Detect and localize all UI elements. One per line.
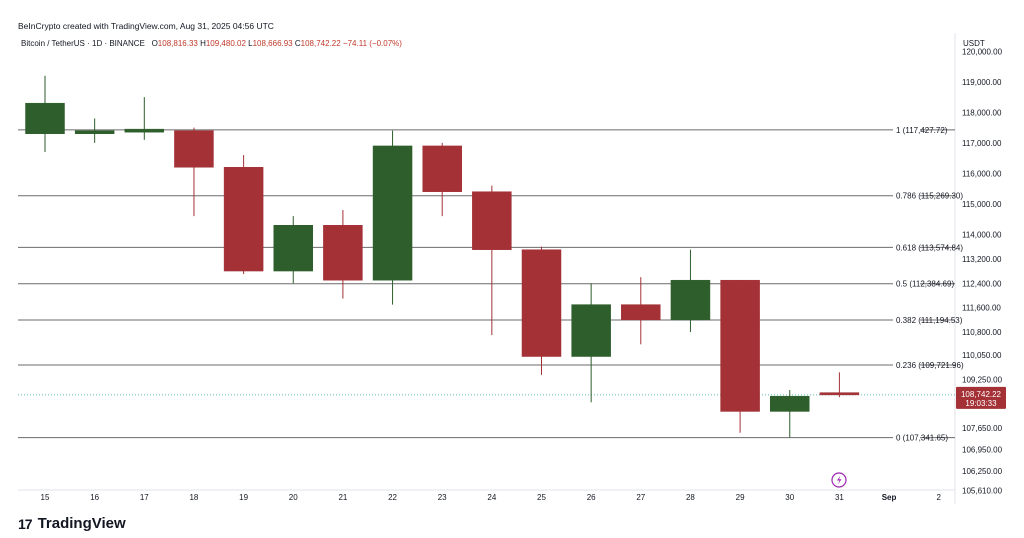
currency-label[interactable]: USDT [963, 39, 985, 48]
candle-28[interactable] [670, 249, 711, 333]
candle-body-31 [819, 392, 860, 396]
open-value: 108,816.33 [157, 39, 198, 48]
close-value: 108,742.22 [300, 39, 341, 48]
x-tick-label: 16 [90, 493, 99, 502]
candle-body-15 [25, 102, 65, 134]
candle-30[interactable] [770, 390, 810, 438]
candle-21[interactable] [323, 210, 363, 299]
y-tick-label: 106,250.00 [962, 467, 1003, 476]
x-tick-label: 24 [487, 493, 496, 502]
candle-20[interactable] [273, 216, 313, 284]
candle-25[interactable] [521, 246, 562, 375]
candle-24[interactable] [472, 185, 512, 336]
price-tag-countdown: 19:03:33 [965, 399, 997, 408]
y-tick-label: 120,000.00 [962, 47, 1003, 56]
candle-body-25 [521, 249, 562, 357]
price-tag-bg [956, 386, 1006, 409]
y-tick-label: 116,000.00 [962, 169, 1002, 178]
x-tick-label: 28 [686, 493, 695, 502]
tradingview-logo[interactable]: 17 TradingView [18, 515, 126, 532]
y-tick-label: 112,400.00 [962, 279, 1002, 288]
candle-body-18 [174, 130, 214, 168]
candle-31[interactable] [819, 372, 860, 398]
candle-body-21 [323, 225, 363, 281]
tradingview-logo-mark: 17 [18, 515, 33, 532]
x-tick-label: 17 [140, 493, 149, 502]
symbol-legend[interactable]: Bitcoin / TetherUS · 1D · BINANCE O108,8… [21, 39, 402, 48]
candle-body-17 [124, 128, 165, 133]
candle-26[interactable] [571, 283, 611, 403]
fib-label-0.618: 0.618 (113,574.84) [896, 243, 963, 252]
low-label: L [248, 39, 253, 48]
price-tag-price: 108,742.22 [961, 390, 1002, 399]
high-label: H [200, 39, 206, 48]
candle-body-26 [571, 304, 611, 357]
y-tick-label: 114,000.00 [962, 230, 1002, 239]
candle-15[interactable] [25, 75, 65, 153]
candle-19[interactable] [223, 155, 264, 275]
event-marker-icon[interactable] [831, 472, 847, 488]
candle-body-20 [273, 225, 313, 272]
open-label: O [151, 39, 158, 48]
fib-label-1: 1 (117,427.72) [896, 126, 948, 135]
fib-label-0: 0 (107,341.65) [896, 434, 948, 443]
y-tick-label: 109,250.00 [962, 375, 1003, 384]
candle-body-16 [74, 130, 115, 134]
x-tick-label: 2 [936, 493, 941, 502]
x-tick-label: 18 [189, 493, 198, 502]
x-tick-label: 21 [338, 493, 347, 502]
x-tick-label: 26 [587, 493, 596, 502]
x-tick-label: 31 [835, 493, 844, 502]
x-tick-label: 20 [289, 493, 298, 502]
x-tick-label: 29 [736, 493, 745, 502]
y-tick-label: 110,050.00 [962, 351, 1002, 360]
candle-27[interactable] [621, 277, 661, 345]
y-tick-label: 118,000.00 [962, 108, 1002, 117]
x-tick-label: 30 [785, 493, 794, 502]
low-value: 108,666.93 [252, 39, 293, 48]
y-tick-label: 117,000.00 [962, 139, 1002, 148]
candle-16[interactable] [74, 118, 115, 143]
y-tick-label: 105,610.00 [962, 486, 1003, 495]
fib-label-0.5: 0.5 (112,384.69) [896, 280, 954, 289]
high-value: 109,480.02 [205, 39, 246, 48]
candle-body-29 [720, 279, 760, 412]
credit-text: BeInCrypto created with TradingView.com,… [18, 21, 274, 31]
y-tick-label: 119,000.00 [962, 78, 1002, 87]
candle-23[interactable] [422, 142, 462, 217]
fib-label-0.786: 0.786 (115,269.30) [896, 192, 963, 201]
candle-body-28 [670, 279, 711, 321]
candle-18[interactable] [174, 127, 214, 217]
fib-label-0.382: 0.382 (111,194.53) [896, 316, 963, 325]
change-value: −74.11 (−0.07%) [342, 39, 402, 48]
candle-body-27 [621, 304, 661, 321]
candle-body-30 [770, 395, 810, 412]
x-tick-label: 25 [537, 493, 546, 502]
candle-body-24 [472, 191, 512, 250]
x-tick-label: 23 [438, 493, 447, 502]
candle-body-19 [223, 167, 264, 272]
tradingview-logo-text: TradingView [37, 515, 126, 532]
candle-29[interactable] [720, 279, 760, 433]
x-tick-label: 19 [239, 493, 248, 502]
y-tick-label: 110,800.00 [962, 328, 1002, 337]
x-tick-label: 15 [41, 493, 50, 502]
y-tick-label: 115,000.00 [962, 200, 1002, 209]
candle-22[interactable] [372, 130, 413, 305]
x-tick-label: 27 [636, 493, 645, 502]
y-tick-label: 111,600.00 [962, 304, 1001, 313]
candle-body-22 [372, 145, 413, 281]
y-tick-label: 107,650.00 [962, 424, 1003, 433]
fib-label-0.236: 0.236 (109,721.96) [896, 361, 964, 370]
x-tick-label: 22 [388, 493, 397, 502]
candle-body-23 [422, 145, 462, 192]
symbol-name[interactable]: Bitcoin / TetherUS · 1D · BINANCE [21, 39, 145, 48]
candle-17[interactable] [124, 97, 165, 140]
close-label: C [294, 39, 301, 48]
x-tick-label: Sep [882, 493, 897, 502]
y-tick-label: 106,950.00 [962, 446, 1003, 455]
y-tick-label: 113,200.00 [962, 255, 1002, 264]
